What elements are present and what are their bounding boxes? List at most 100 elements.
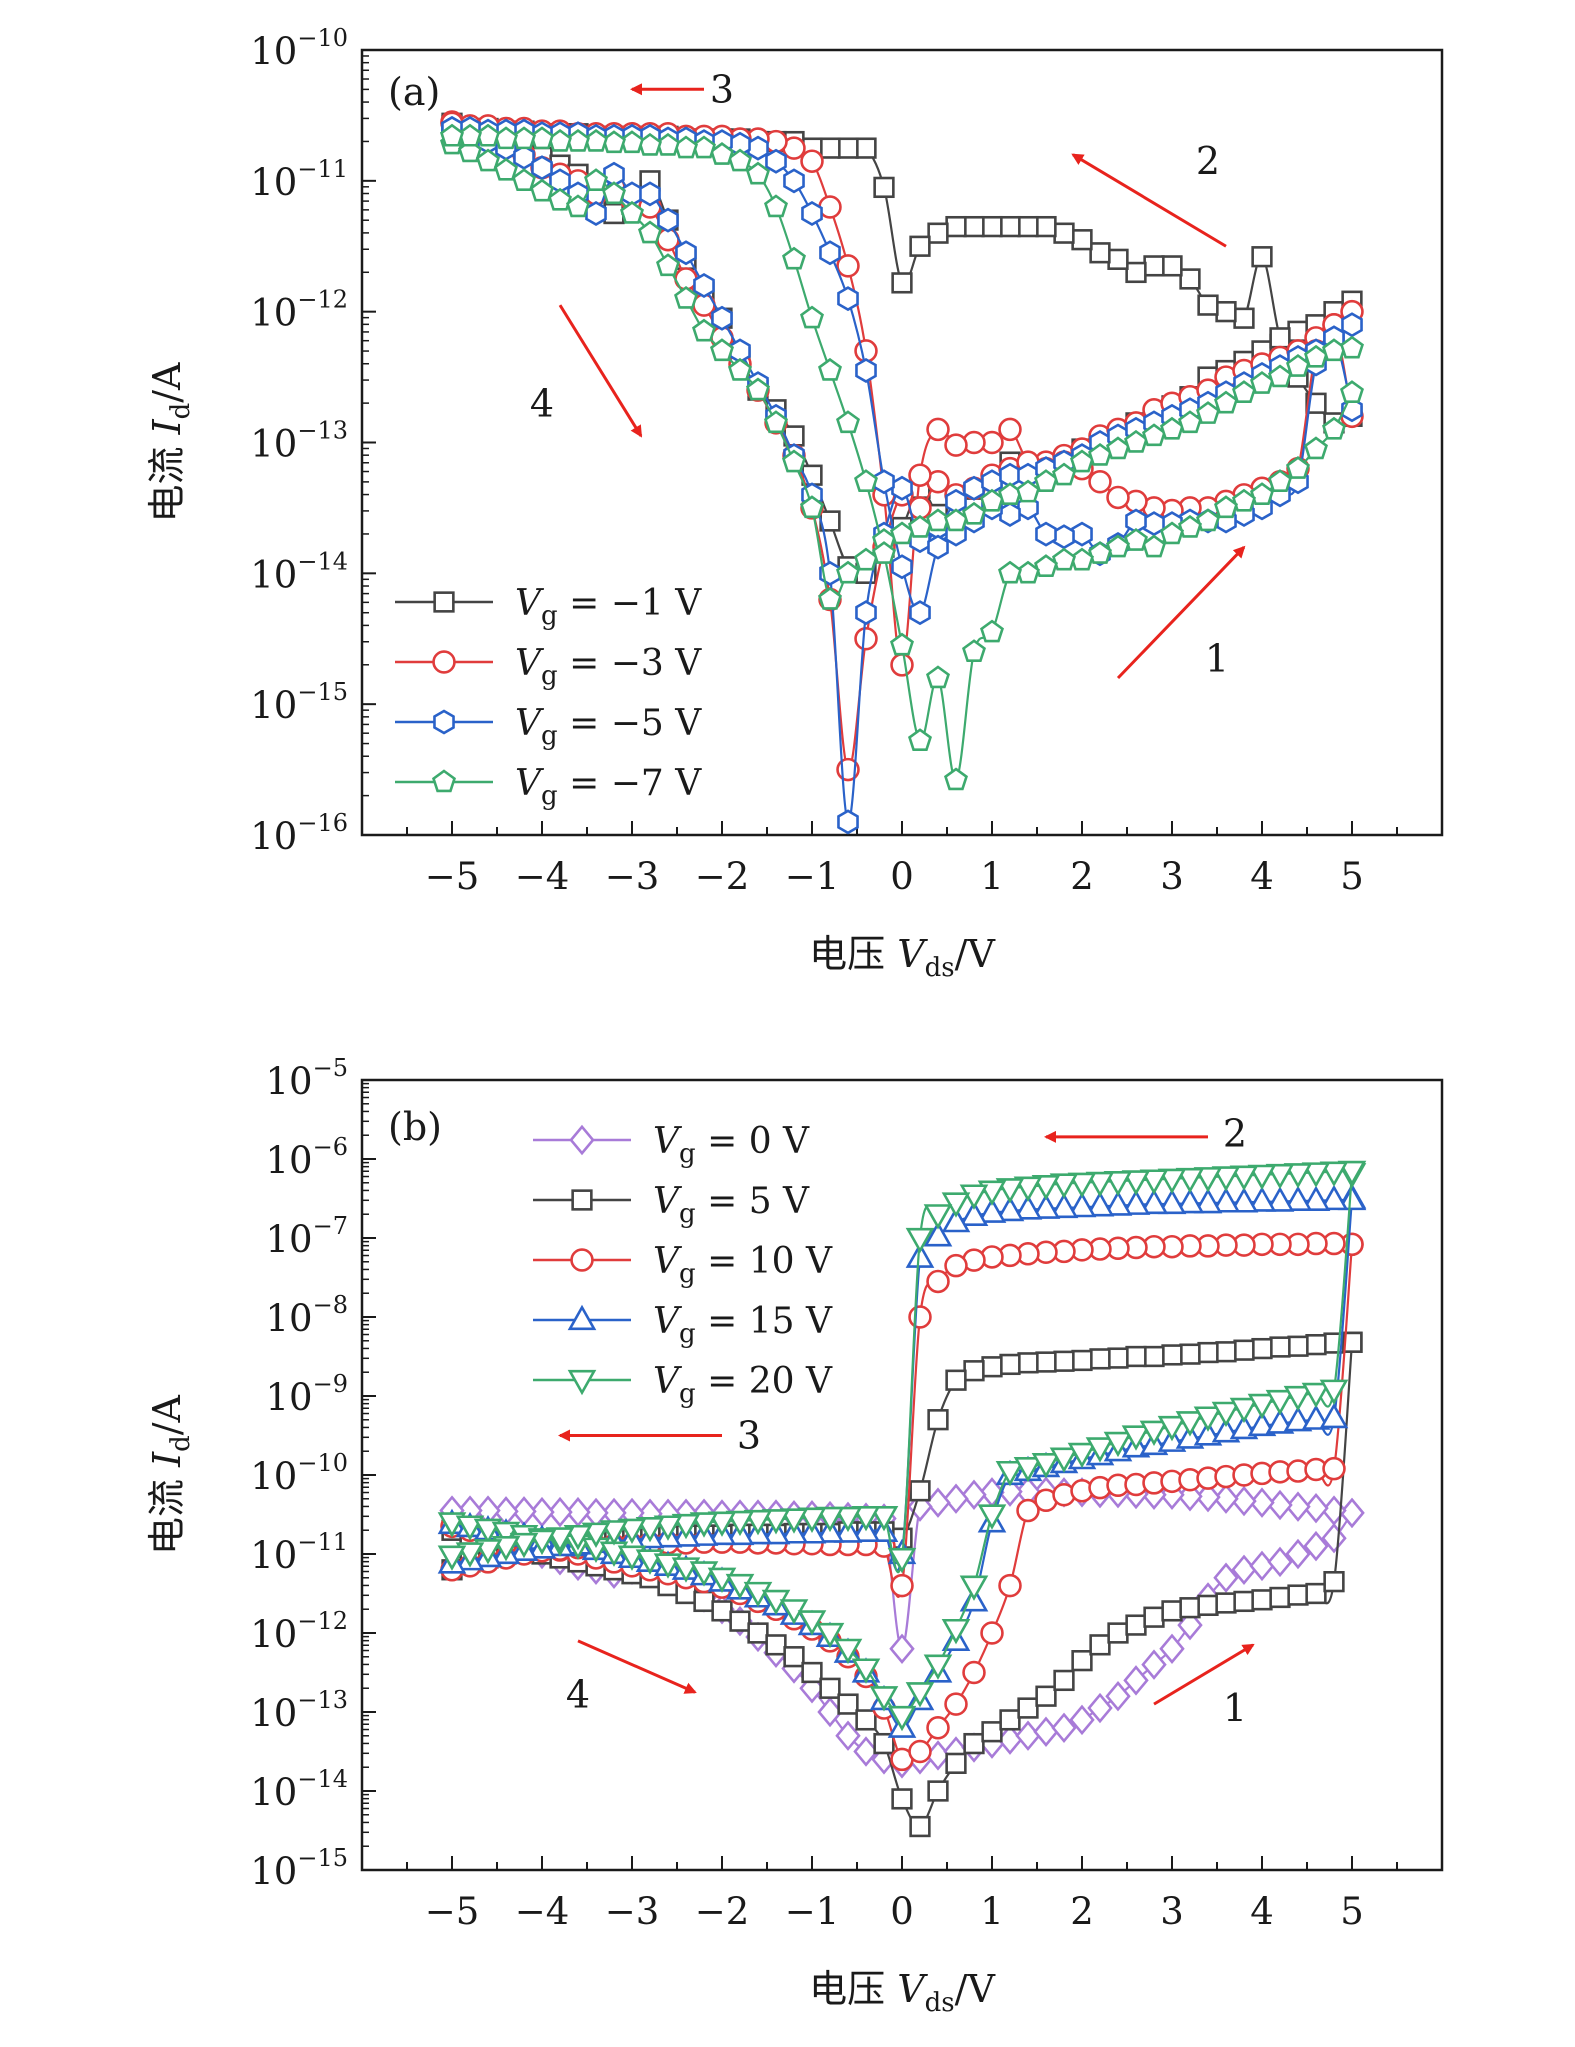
sweep-arrow-label: 1 [1223, 1686, 1247, 1730]
data-point [1143, 1345, 1165, 1368]
data-point [1196, 508, 1220, 532]
data-point [963, 1360, 985, 1382]
data-point [1265, 1389, 1295, 1416]
data-point [818, 357, 842, 381]
data-point [833, 1638, 863, 1665]
panel-b: −5 −4 −3 −2 −1 0 1 2 3 4 5 10−15 10−14 10−13 10−12 10−1… [145, 1054, 1444, 2018]
data-point [1013, 1176, 1043, 1202]
data-point [872, 541, 896, 564]
data-point [1283, 1185, 1313, 1211]
data-point [1323, 1571, 1345, 1593]
data-point [851, 1658, 881, 1684]
data-point [1016, 479, 1040, 503]
data-point [638, 220, 662, 244]
data-point [944, 767, 968, 791]
data-point [1107, 1622, 1129, 1644]
data-point [959, 1575, 989, 1601]
data-point [1049, 1173, 1079, 1199]
data-point [998, 1573, 1022, 1598]
y-tick-label: 10−11 [250, 1528, 348, 1577]
data-point [1193, 1406, 1223, 1432]
data-point [1143, 255, 1165, 277]
data-point [1196, 401, 1220, 424]
data-point [909, 1480, 931, 1502]
data-point [602, 181, 626, 205]
data-point [923, 1221, 953, 1247]
x-tick-label: 5 [1340, 855, 1364, 898]
data-point [1085, 1171, 1115, 1198]
data-point [1071, 521, 1093, 547]
data-point [1287, 1335, 1309, 1357]
data-point [818, 586, 842, 610]
data-point [909, 235, 931, 257]
data-point [905, 1242, 935, 1268]
data-point [1178, 410, 1202, 434]
data-point [1103, 1190, 1133, 1216]
data-point [1013, 1194, 1043, 1220]
data-point [999, 501, 1021, 527]
data-point [1159, 1633, 1185, 1665]
data-point [1211, 1166, 1241, 1192]
data-point [1035, 1685, 1057, 1707]
data-point [1303, 1492, 1329, 1524]
data-point [566, 194, 590, 218]
sweep-arrow [1116, 545, 1246, 680]
series-5 [437, 1160, 1367, 1732]
data-point [1249, 1550, 1275, 1582]
data-point [815, 1506, 845, 1533]
data-point [908, 463, 932, 487]
data-point [1053, 524, 1075, 550]
data-point [548, 187, 572, 211]
data-point [817, 1696, 843, 1728]
data-point [1286, 354, 1310, 377]
data-point [1051, 1712, 1077, 1744]
data-point [1337, 1160, 1367, 1187]
data-point [1283, 1385, 1313, 1412]
data-point [764, 194, 788, 218]
data-point [854, 626, 878, 651]
data-point [923, 1654, 953, 1680]
data-point [1215, 1341, 1237, 1363]
data-point [873, 469, 895, 495]
data-point [981, 1356, 1003, 1378]
data-point [926, 417, 950, 442]
data-point [836, 560, 860, 584]
data-point [1160, 521, 1184, 545]
data-point [1049, 1447, 1079, 1473]
data-point [981, 215, 1003, 238]
x-tick-label: 3 [1160, 1890, 1184, 1933]
data-point [837, 137, 859, 159]
data-point [962, 501, 986, 525]
data-point [1157, 1415, 1187, 1442]
data-point [1106, 485, 1130, 510]
panel-label: (b) [388, 1105, 442, 1149]
x-tick-label: 5 [1340, 1890, 1364, 1933]
legend-marker [432, 769, 456, 793]
data-point [837, 286, 859, 312]
legend-marker [433, 709, 455, 735]
data-point [836, 254, 860, 278]
data-point [926, 1269, 950, 1294]
sweep-arrow [1071, 153, 1227, 248]
data-point [887, 1547, 917, 1574]
y-tick-label: 10−12 [250, 1607, 348, 1656]
data-point [1247, 1164, 1277, 1191]
x-tick-label: −4 [515, 1890, 570, 1933]
legend-marker [567, 1304, 597, 1331]
data-point [819, 137, 841, 159]
data-point [1215, 1592, 1237, 1614]
data-point [801, 1661, 823, 1684]
data-point [1161, 255, 1183, 277]
sweep-arrow-label: 4 [530, 381, 554, 425]
data-point [671, 1513, 701, 1540]
legend-entry: Vg = −5 V [515, 703, 702, 751]
data-point [1269, 327, 1291, 349]
data-point [945, 1752, 967, 1775]
data-point [1053, 1669, 1075, 1692]
data-point [1121, 1425, 1151, 1451]
data-point [890, 632, 914, 656]
data-point [1089, 242, 1111, 264]
data-point [1067, 1172, 1097, 1198]
data-point [851, 1505, 881, 1532]
data-point [765, 148, 787, 174]
